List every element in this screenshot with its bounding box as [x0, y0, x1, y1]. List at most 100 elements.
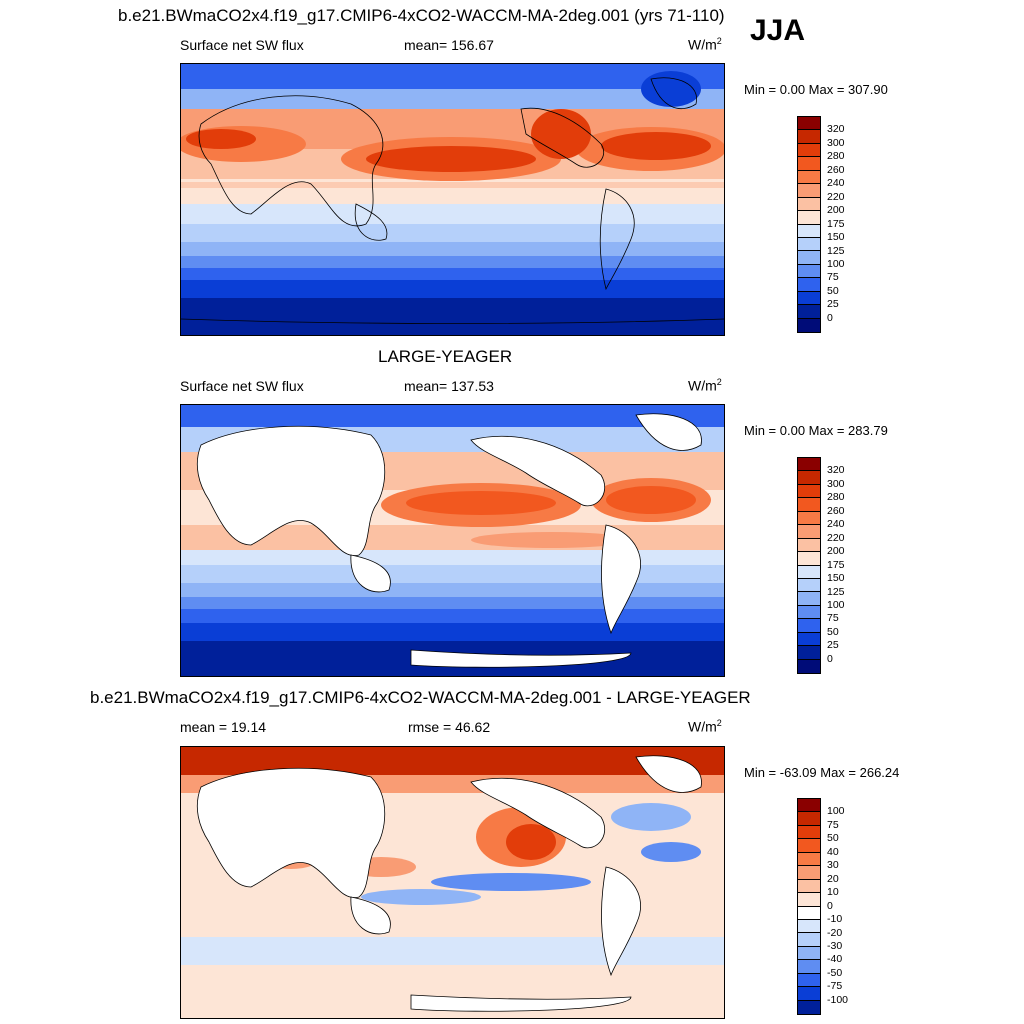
colorbar-label: 50 — [827, 832, 839, 845]
colorbar-swatch — [798, 825, 820, 840]
colorbar-label: -10 — [827, 913, 843, 926]
colorbar-swatch — [798, 605, 820, 620]
panel-model-map — [180, 63, 725, 336]
season-label: JJA — [750, 14, 806, 47]
colorbar-swatch — [798, 933, 820, 947]
colorbar-swatch — [798, 117, 820, 131]
colorbar-label: 50 — [827, 284, 839, 297]
colorbar-label: 100 — [827, 805, 845, 818]
colorbar-swatch — [798, 592, 820, 606]
colorbar-swatch — [798, 812, 820, 826]
colorbar-label: -30 — [827, 939, 843, 952]
colorbar-label: 100 — [827, 598, 845, 611]
colorbar-label: -100 — [827, 993, 849, 1006]
colorbar-label: 20 — [827, 872, 839, 885]
colorbar-swatch — [798, 946, 820, 961]
panel-model-title: b.e21.BWmaCO2x4.f19_g17.CMIP6-4xCO2-WACC… — [118, 6, 725, 25]
colorbar-swatch — [798, 1000, 820, 1014]
colorbar-swatch — [798, 157, 820, 171]
colorbar-label: 10 — [827, 886, 839, 899]
colorbar-swatch — [798, 659, 820, 673]
colorbar-swatch — [798, 632, 820, 647]
panel-diff-map — [180, 746, 725, 1019]
panel-model-mean: mean= 156.67 — [404, 37, 494, 53]
panel-diff-minmax: Min = -63.09 Max = 266.24 — [744, 765, 900, 780]
panel-obs-colorbar-swatches — [797, 457, 821, 674]
colorbar-swatch — [798, 893, 820, 907]
colorbar-swatch — [798, 278, 820, 292]
colorbar-swatch — [798, 919, 820, 934]
colorbar-swatch — [798, 973, 820, 988]
colorbar-swatch — [798, 799, 820, 813]
panel-obs-mean: mean= 137.53 — [404, 378, 494, 394]
colorbar-label: 125 — [827, 585, 845, 598]
colorbar-label: 200 — [827, 545, 845, 558]
colorbar-swatch — [798, 211, 820, 225]
colorbar-label: 260 — [827, 504, 845, 517]
colorbar-swatch — [798, 619, 820, 633]
colorbar-label: 175 — [827, 217, 845, 230]
colorbar-label: -20 — [827, 926, 843, 939]
colorbar-label: 320 — [827, 123, 845, 136]
colorbar-label: 240 — [827, 518, 845, 531]
panel-obs-minmax: Min = 0.00 Max = 283.79 — [744, 423, 888, 438]
colorbar-swatch — [798, 511, 820, 526]
panel-diff-mean: mean = 19.14 — [180, 719, 267, 735]
colorbar-swatch — [798, 264, 820, 279]
colorbar-label: 75 — [827, 818, 839, 831]
colorbar-swatch — [798, 130, 820, 144]
panel-model-colorbar-swatches — [797, 116, 821, 333]
colorbar-label: 220 — [827, 190, 845, 203]
panel-diff-title: b.e21.BWmaCO2x4.f19_g17.CMIP6-4xCO2-WACC… — [90, 688, 751, 707]
panel-diff-colorbar-swatches — [797, 798, 821, 1015]
colorbar-label: 25 — [827, 639, 839, 652]
colorbar-swatch — [798, 538, 820, 553]
colorbar-swatch — [798, 525, 820, 539]
colorbar-swatch — [798, 498, 820, 512]
colorbar-label: -50 — [827, 966, 843, 979]
panel-diff-units: W/m2 — [688, 718, 722, 735]
colorbar-swatch — [798, 305, 820, 319]
colorbar-swatch — [798, 484, 820, 499]
colorbar-label: 0 — [827, 652, 833, 665]
panel-model-units: W/m2 — [688, 36, 722, 53]
colorbar-label: 220 — [827, 531, 845, 544]
colorbar-label: -40 — [827, 953, 843, 966]
colorbar-label: 175 — [827, 558, 845, 571]
colorbar-swatch — [798, 839, 820, 853]
colorbar-swatch — [798, 458, 820, 472]
colorbar-label: 0 — [827, 311, 833, 324]
colorbar-swatch — [798, 906, 820, 920]
colorbar-swatch — [798, 318, 820, 332]
colorbar-swatch — [798, 960, 820, 974]
colorbar-label: 100 — [827, 257, 845, 270]
panel-obs-title: LARGE-YEAGER — [378, 347, 513, 366]
colorbar-swatch — [798, 646, 820, 660]
colorbar-swatch — [798, 578, 820, 593]
colorbar-swatch — [798, 251, 820, 265]
colorbar-label: 50 — [827, 625, 839, 638]
colorbar-label: 260 — [827, 163, 845, 176]
colorbar-swatch — [798, 852, 820, 867]
colorbar-label: 75 — [827, 271, 839, 284]
colorbar-swatch — [798, 879, 820, 894]
colorbar-swatch — [798, 184, 820, 198]
colorbar-label: 75 — [827, 612, 839, 625]
colorbar-label: 280 — [827, 491, 845, 504]
colorbar-label: 280 — [827, 150, 845, 163]
panel-obs-units: W/m2 — [688, 377, 722, 394]
colorbar-label: 300 — [827, 477, 845, 490]
colorbar-label: 200 — [827, 204, 845, 217]
colorbar-label: 0 — [827, 899, 833, 912]
colorbar-swatch — [798, 197, 820, 212]
colorbar-swatch — [798, 471, 820, 485]
panel-model-variable-label: Surface net SW flux — [180, 37, 304, 53]
panel-model-minmax: Min = 0.00 Max = 307.90 — [744, 82, 888, 97]
colorbar-label: 150 — [827, 231, 845, 244]
panel-diff-rmse: rmse = 46.62 — [408, 719, 491, 735]
colorbar-label: -75 — [827, 980, 843, 993]
panel-obs-map — [180, 404, 725, 677]
colorbar-label: 40 — [827, 845, 839, 858]
colorbar-swatch — [798, 237, 820, 252]
colorbar-label: 30 — [827, 859, 839, 872]
